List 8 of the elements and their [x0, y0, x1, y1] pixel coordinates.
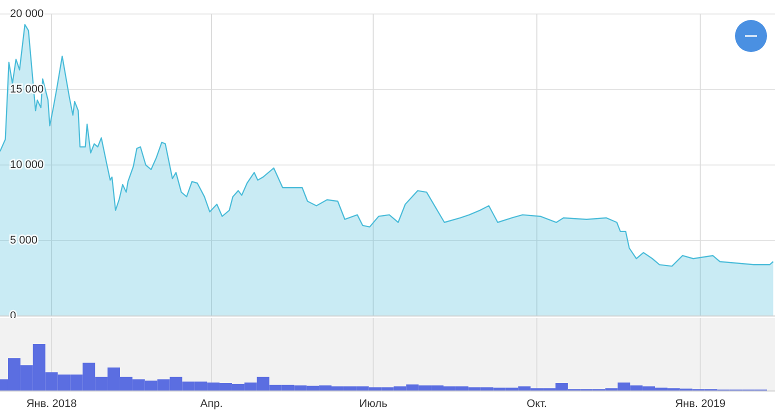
x-tick-label: Янв. 2019	[675, 398, 726, 410]
x-tick-label: Янв. 2018	[26, 398, 77, 410]
x-tick-label: Окт.	[526, 398, 547, 410]
x-tick-label: Апр.	[200, 398, 223, 410]
y-tick-label: 10 000	[10, 158, 44, 171]
y-tick-label: 20 000	[10, 8, 44, 20]
y-tick-label: 5 000	[10, 234, 38, 246]
x-tick-label: Июль	[359, 398, 388, 410]
